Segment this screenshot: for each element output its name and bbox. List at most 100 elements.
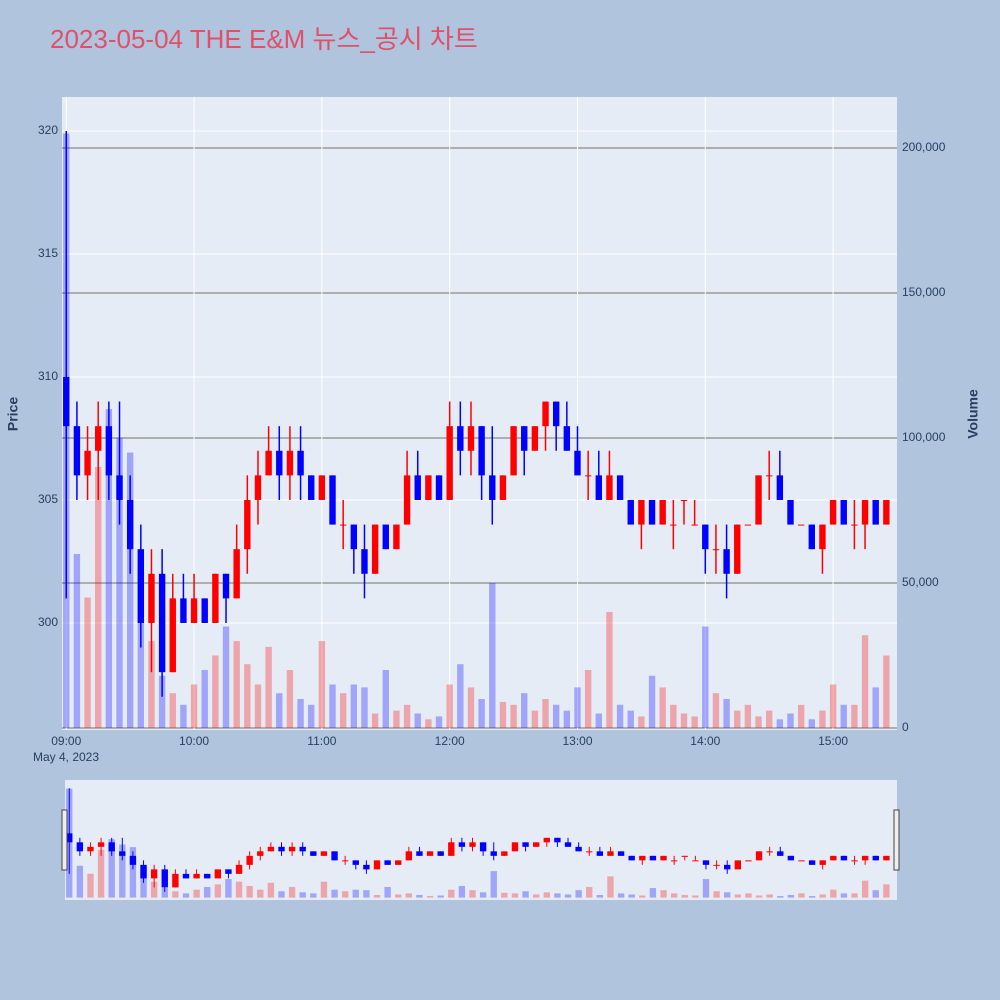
volume-bar [744, 704, 752, 728]
candle-body [172, 873, 179, 888]
candle-body [734, 860, 741, 870]
candle-body [437, 851, 444, 856]
candle-body [286, 450, 294, 476]
slider-handle-right[interactable] [893, 809, 900, 871]
volume-bar [724, 892, 731, 898]
volume-bar [808, 896, 816, 898]
slider-handle-left[interactable] [61, 809, 68, 871]
y2-tick-label: 100,000 [902, 430, 946, 444]
volume-bar [692, 895, 699, 898]
range-slider[interactable] [65, 780, 897, 900]
volume-bar [97, 849, 105, 898]
candle-body [108, 842, 115, 852]
candle-body [861, 855, 869, 861]
candle-body [606, 475, 613, 500]
candle-body [584, 475, 592, 477]
volume-bar [190, 684, 198, 728]
volume-bar [108, 839, 115, 898]
candle-body [352, 860, 359, 865]
volume-bar [713, 891, 720, 898]
candle-body [119, 851, 126, 856]
candle-body [161, 869, 168, 888]
volume-bar [416, 894, 423, 898]
candle-body [140, 864, 147, 879]
volume-bar [522, 891, 529, 898]
volume-bar [819, 710, 826, 728]
candle-body [787, 499, 794, 525]
candle-body [510, 426, 517, 476]
candle-body [713, 864, 720, 866]
candle-body [724, 864, 731, 870]
x-tick-label: 11:00 [307, 734, 336, 748]
candle-body [680, 499, 688, 501]
volume-bar [339, 693, 347, 728]
y-tick-label: 320 [38, 123, 58, 137]
candle-body [808, 524, 815, 550]
volume-bar [425, 719, 432, 728]
volume-bar [787, 894, 795, 898]
volume-bar [126, 452, 134, 728]
candle-body [670, 524, 677, 526]
candle-body [861, 499, 869, 525]
candle-body [458, 842, 466, 847]
volume-bar [830, 889, 837, 898]
candle-body [595, 475, 602, 500]
candle-body [511, 842, 519, 852]
volume-bar [150, 881, 158, 898]
volume-bar [745, 893, 752, 898]
volume-bar [212, 655, 219, 728]
volume-bar [469, 890, 476, 898]
candle-body [320, 851, 328, 856]
x-tick-label: 09:00 [51, 734, 81, 748]
volume-bar [105, 409, 113, 728]
volume-bar [182, 893, 190, 898]
volume-bar [201, 670, 208, 728]
volume-bar [310, 893, 317, 898]
candle-body [276, 450, 283, 476]
candle-body [105, 426, 113, 476]
volume-bar [371, 713, 379, 728]
volume-bar [872, 687, 879, 728]
candle-body [840, 499, 847, 525]
candle-body [596, 851, 604, 856]
volume-bar [116, 438, 123, 728]
candle-body [627, 499, 634, 525]
candle-body [350, 524, 358, 550]
candle-body [543, 837, 550, 843]
volume-bar [276, 693, 283, 728]
candle-body [533, 842, 540, 847]
candle-body [554, 837, 561, 843]
candle-body [426, 851, 434, 856]
candle-body [403, 475, 411, 525]
candle-body [329, 475, 336, 525]
volume-bar [395, 894, 402, 898]
volume-bar [214, 884, 221, 898]
volume-bar [235, 881, 243, 898]
volume-bar [373, 894, 381, 898]
candle-body [744, 524, 752, 526]
candle-body [638, 499, 645, 525]
candle-body [193, 873, 200, 879]
volume-bar [734, 710, 741, 728]
volume-bar [510, 704, 517, 728]
candle-body [501, 851, 508, 856]
volume-bar [84, 597, 91, 728]
volume-bar [222, 626, 230, 728]
candle-body [395, 860, 402, 865]
candle-body [405, 851, 413, 861]
volume-bar [606, 612, 613, 728]
volume-bar [267, 882, 275, 898]
candle-body [712, 549, 720, 551]
volume-bar [723, 699, 730, 728]
volume-bar [552, 704, 560, 728]
candle-body [552, 401, 560, 427]
candle-body [883, 855, 890, 861]
volume-bar [766, 894, 773, 898]
volume-bar [533, 894, 540, 898]
candle-body [808, 860, 816, 865]
volume-bar [531, 710, 539, 728]
volume-bar [883, 655, 890, 728]
candle-body [628, 855, 635, 861]
volume-bar [755, 895, 763, 898]
